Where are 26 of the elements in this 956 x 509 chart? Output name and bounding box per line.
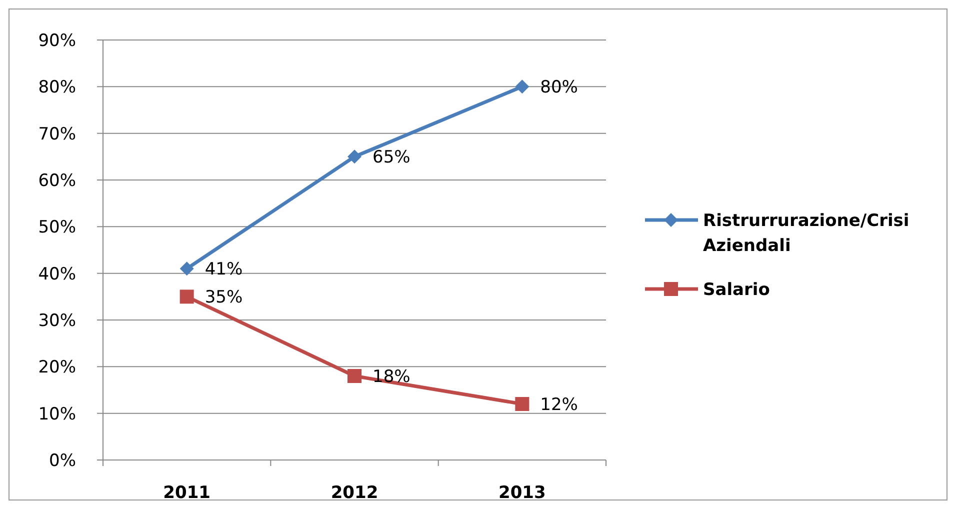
y-tick-label: 10% bbox=[38, 404, 76, 424]
y-tick-label: 30% bbox=[38, 311, 76, 331]
x-tick-label: 2011 bbox=[163, 483, 210, 503]
y-tick-label: 0% bbox=[49, 451, 76, 471]
point bbox=[180, 290, 194, 304]
y-tick-label: 90% bbox=[38, 31, 76, 51]
y-tick-label: 60% bbox=[38, 171, 76, 191]
y-tick-label: 40% bbox=[38, 264, 76, 284]
y-tick-label: 50% bbox=[38, 218, 76, 238]
x-tick-label: 2013 bbox=[498, 483, 546, 503]
point bbox=[348, 150, 362, 164]
x-tick-label: 2012 bbox=[330, 483, 378, 503]
point bbox=[515, 80, 530, 94]
y-tick-label: 20% bbox=[38, 358, 76, 378]
point bbox=[348, 369, 362, 383]
data-label: 12% bbox=[540, 395, 578, 415]
legend-label: Ristrurrurazione/Crisi Aziendali bbox=[703, 211, 910, 256]
legend-label: Salario bbox=[703, 280, 770, 300]
data-label: 80% bbox=[540, 78, 578, 98]
y-tick-label: 70% bbox=[38, 124, 76, 144]
point bbox=[515, 397, 530, 411]
point bbox=[180, 262, 194, 276]
data-label: 65% bbox=[372, 148, 410, 168]
data-label: 35% bbox=[204, 288, 243, 308]
data-label: 41% bbox=[204, 260, 243, 280]
y-tick-label: 80% bbox=[38, 78, 76, 98]
